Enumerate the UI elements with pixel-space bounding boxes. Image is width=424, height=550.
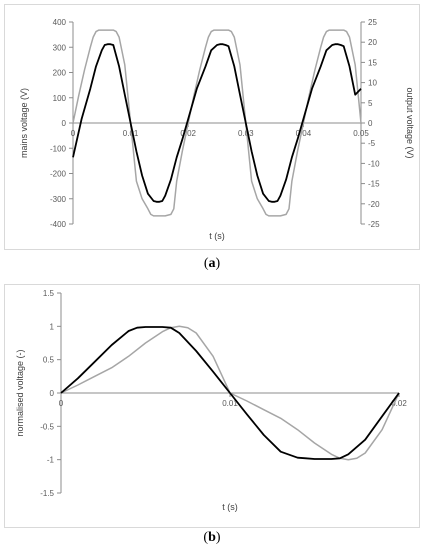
chart-b-ytick-label: -1.5 [40, 489, 54, 498]
chart-b-x-axis-title: t (s) [222, 502, 238, 512]
chart-b: 1.5 1 0.5 0 -0.5 -1 -1.5 0 0.01 0.02 t (s) normalis… [15, 289, 407, 512]
chart-a-y2tick-label: -20 [368, 200, 380, 209]
chart-a-ytick-label: -200 [50, 170, 67, 179]
caption-a-label: a [208, 256, 216, 271]
chart-a-y2tick-label: 5 [368, 99, 373, 108]
chart-b-ytick-label: -1 [47, 456, 55, 465]
chart-a-y2tick-label: 15 [368, 58, 377, 67]
chart-a-xtick-label: 0.05 [353, 129, 369, 138]
chart-a-xtick-label: 0.03 [238, 129, 254, 138]
chart-b-frame: 1.5 1 0.5 0 -0.5 -1 -1.5 0 0.01 0.02 t (s) normalis… [4, 284, 420, 528]
chart-a-y-axis-title: mains voltage (V) [19, 88, 29, 158]
chart-a-y2tick-label: -15 [368, 180, 380, 189]
chart-a-ytick-label: -300 [50, 195, 67, 204]
chart-a-xtick-label: 0 [71, 129, 76, 138]
chart-b-y-axis-title: normalised voltage (-) [15, 349, 25, 436]
chart-a-series-0-line [72, 29, 362, 217]
chart-a-series-1-line [72, 43, 362, 203]
chart-b-xtick-label: 0 [59, 399, 64, 408]
chart-b-ytick-label: -0.5 [40, 422, 54, 431]
chart-b-ytick-label: 1 [50, 322, 55, 331]
chart-b-xtick-label: 0.02 [391, 399, 407, 408]
chart-a-xtick-label: 0.01 [123, 129, 139, 138]
caption-a: (a) [203, 256, 221, 271]
chart-b-ytick-label: 0 [50, 389, 55, 398]
chart-a-x-axis-title: t (s) [209, 231, 225, 241]
chart-b-series-1-line [60, 326, 400, 460]
chart-a-y2tick-label: 25 [368, 18, 377, 27]
chart-a-y2tick-label: -25 [368, 220, 380, 229]
chart-a-frame: 400 300 200 100 0 -100 -200 -300 -400 25 20 15 10 5 0-… [4, 4, 420, 250]
caption-b-label: b [208, 530, 216, 545]
chart-a-ytick-label: 300 [53, 43, 67, 52]
caption-b: (b) [203, 530, 221, 545]
chart-b-ytick-label: 1.5 [43, 289, 55, 298]
chart-a-ytick-label: -400 [50, 220, 67, 229]
chart-a-y2tick-label: 0 [368, 119, 373, 128]
chart-a-y2tick-label: 10 [368, 79, 377, 88]
chart-b-ytick-label: 0.5 [43, 356, 55, 365]
chart-a-xtick-label: 0.04 [296, 129, 312, 138]
chart-a-ytick-label: -100 [50, 144, 67, 153]
chart-a-xtick-label: 0.02 [180, 129, 196, 138]
chart-a-ytick-label: 0 [62, 119, 67, 128]
chart-a-y2tick-label: 20 [368, 38, 377, 47]
chart-a-ytick-label: 100 [53, 94, 67, 103]
chart-b-xtick-label: 0.01 [222, 399, 238, 408]
chart-a: 4003002001000-100-200-300-4002520151050-… [19, 18, 415, 241]
chart-a-ytick-label: 200 [53, 69, 67, 78]
chart-a-y2tick-label: -10 [368, 159, 380, 168]
chart-a-y2-axis-title: output voltage (V) [405, 87, 415, 158]
chart-a-y2tick-label: -5 [368, 139, 376, 148]
chart-a-ytick-label: 400 [53, 18, 67, 27]
